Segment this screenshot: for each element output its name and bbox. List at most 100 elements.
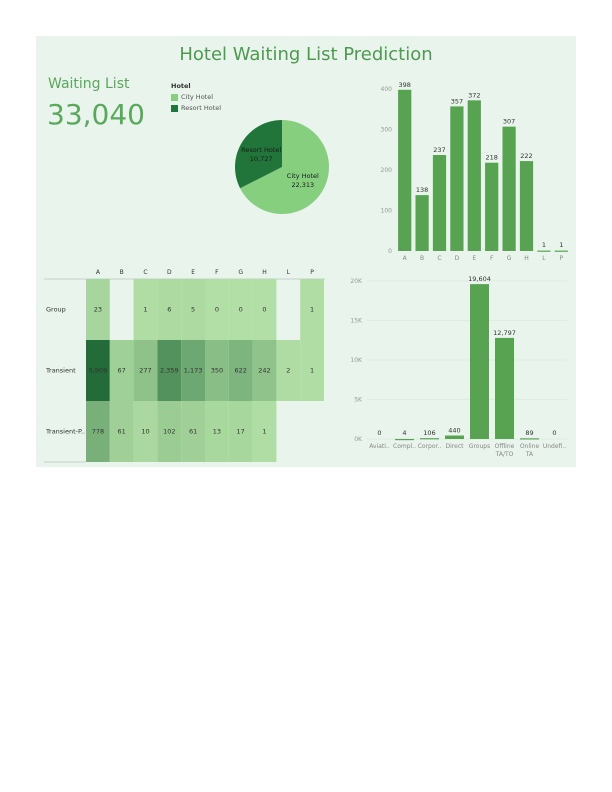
- bar: [495, 337, 514, 439]
- heatmap-cell-label: 622: [234, 367, 246, 375]
- heatmap-cell: [228, 340, 253, 401]
- legend-item-label: City Hotel: [181, 93, 214, 101]
- bar-value-label: 0: [377, 429, 381, 437]
- heatmap-cell: [276, 340, 301, 401]
- heatmap-cell-label: 1: [310, 306, 314, 314]
- y-tick-label: 0: [388, 248, 392, 255]
- y-tick-label: 5K: [354, 397, 363, 404]
- x-tick-label: TA: [525, 451, 534, 458]
- heatmap-cell-label: 350: [211, 367, 223, 375]
- heatmap-cell-label: 0: [215, 306, 219, 314]
- heatmap-column-header: H: [262, 269, 267, 276]
- kpi-label: Waiting List: [48, 76, 130, 92]
- bar-value-label: 0: [552, 429, 556, 437]
- heatmap-cell-label: 1: [262, 428, 266, 436]
- heatmap-cell: [252, 279, 277, 340]
- heatmap-cell: [86, 401, 110, 462]
- heatmap-cell-label: 1: [143, 306, 147, 314]
- y-tick-label: 10K: [350, 357, 363, 364]
- x-tick-label: Undefi..: [543, 443, 566, 450]
- heatmap-cell: [228, 279, 253, 340]
- heatmap-cell: [228, 401, 253, 462]
- heatmap-cell-label: 5,909: [89, 367, 108, 375]
- bar: [519, 161, 534, 251]
- x-tick-label: E: [472, 255, 476, 262]
- heatmap-cell-label: 17: [237, 428, 245, 436]
- pie-slice-label: Resort Hotel: [241, 146, 281, 154]
- heatmap-cell: [300, 279, 324, 340]
- kpi-value: 33,040: [47, 98, 145, 131]
- bar: [470, 284, 489, 439]
- heatmap-row-label: Group: [46, 306, 66, 314]
- bar: [502, 126, 516, 251]
- y-tick-label: 300: [381, 127, 393, 134]
- bar: [432, 155, 447, 251]
- heatmap-cell-label: 1: [310, 367, 314, 375]
- legend-item-label: Resort Hotel: [181, 104, 222, 112]
- legend-item-city-hotel[interactable]: City Hotel: [171, 93, 221, 101]
- dashboard-title: Hotel Waiting List Prediction: [179, 44, 433, 65]
- heatmap-cell: [181, 340, 205, 401]
- x-tick-label: Compl..: [393, 443, 416, 450]
- heatmap-cell-label: 277: [139, 367, 151, 375]
- heatmap-column-header: A: [96, 269, 101, 276]
- heatmap-column-header: B: [120, 269, 124, 276]
- heatmap-cell: [205, 340, 229, 401]
- bar: [554, 250, 568, 252]
- heatmap-cell-label: 10: [141, 428, 149, 436]
- y-tick-label: 200: [381, 167, 393, 174]
- heatmap-column-header: E: [191, 269, 195, 276]
- heatmap-column-header: G: [238, 269, 243, 276]
- heatmap-cell: [109, 340, 134, 401]
- bar-value-label: 12,797: [493, 329, 516, 337]
- bar: [520, 438, 539, 440]
- x-tick-label: G: [507, 255, 512, 262]
- x-tick-label: Direct: [446, 443, 465, 450]
- bar-value-label: 1: [542, 241, 546, 249]
- heatmap-cell: [252, 401, 277, 462]
- pie-slice-value: 10,727: [250, 155, 273, 163]
- segment-bar-chart: 0K 5K 10K 15K 20K 0 Aviati.. 4 Compl.. 106 Corpor.…: [350, 275, 567, 458]
- heatmap-cell-label: 61: [118, 428, 126, 436]
- heatmap-cell-label: 67: [118, 367, 126, 375]
- heatmap-column-header: P: [310, 269, 314, 276]
- heatmap-cell-label: 0: [262, 306, 266, 314]
- heatmap-column-header: C: [143, 269, 147, 276]
- x-tick-label: TA/TO: [495, 451, 514, 458]
- y-tick-label: 15K: [350, 318, 363, 325]
- y-tick-label: 20K: [350, 278, 363, 285]
- bar: [450, 106, 464, 251]
- heatmap-cell: [157, 401, 182, 462]
- y-tick-label: 100: [381, 208, 393, 215]
- heatmap-cell-label: 0: [239, 306, 243, 314]
- heatmap-cell: [300, 340, 324, 401]
- bar-value-label: 1: [559, 241, 563, 249]
- heatmap-row-label: Transient: [45, 367, 76, 375]
- heatmap-cell-label: 23: [94, 306, 102, 314]
- heatmap-cell: [157, 279, 182, 340]
- bar-value-label: 106: [423, 429, 435, 437]
- bar: [537, 250, 551, 252]
- bar-value-label: 440: [448, 427, 460, 435]
- bar-value-label: 237: [433, 146, 445, 154]
- legend-swatch: [171, 93, 178, 101]
- pie-legend[interactable]: Hotel City Hotel Resort Hotel: [171, 82, 221, 115]
- x-tick-label: A: [403, 255, 408, 262]
- heatmap-cell: [133, 279, 158, 340]
- heatmap-cell: [205, 401, 229, 462]
- bar-value-label: 398: [398, 81, 410, 89]
- bar: [445, 435, 464, 439]
- heatmap-cell-label: 1,173: [184, 367, 203, 375]
- heatmap-cell: [205, 279, 229, 340]
- heatmap-cell-label: 61: [189, 428, 197, 436]
- heatmap-cell: [133, 340, 158, 401]
- bar: [485, 162, 499, 251]
- heatmap-cell-label: 13: [213, 428, 221, 436]
- heatmap-cell-label: 242: [258, 367, 270, 375]
- heatmap-cell: [86, 340, 110, 401]
- legend-item-resort-hotel[interactable]: Resort Hotel: [171, 104, 221, 112]
- bar: [398, 89, 412, 251]
- bar: [420, 438, 439, 440]
- heatmap-cell-label: 5: [191, 306, 195, 314]
- heatmap-column-header: D: [167, 269, 172, 276]
